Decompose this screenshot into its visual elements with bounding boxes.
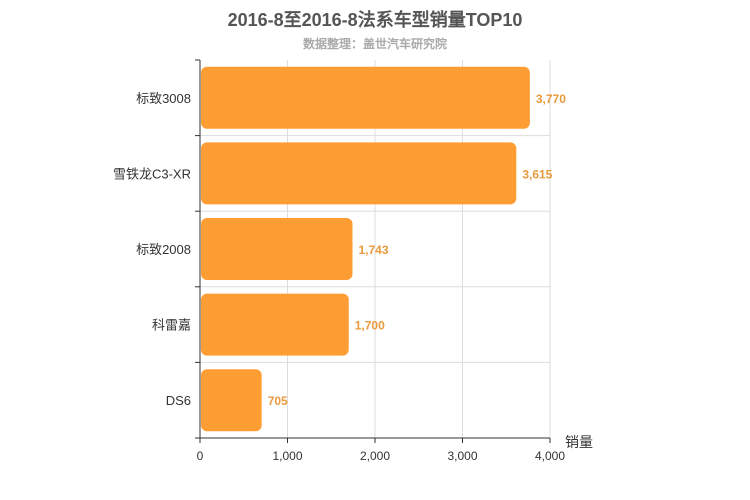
bar <box>201 142 517 205</box>
x-tick-label: 4,000 <box>535 449 565 463</box>
data-label: 705 <box>268 394 288 408</box>
category-label: 标致2008 <box>136 242 191 257</box>
bar <box>201 218 353 280</box>
x-tick-label: 2,000 <box>360 449 390 463</box>
data-label: 3,770 <box>536 92 566 106</box>
chart-subtitle: 数据整理：盖世汽车研究院 <box>302 37 447 51</box>
x-tick-label: 3,000 <box>447 449 477 463</box>
bar <box>201 66 530 129</box>
data-label: 3,615 <box>522 167 552 181</box>
x-tick-label: 0 <box>197 449 204 463</box>
chart-title: 2016-8至2016-8法系车型销量TOP10 <box>227 10 523 30</box>
data-label: 1,743 <box>359 243 389 257</box>
category-label: 标致3008 <box>136 91 191 106</box>
x-tick-label: 1,000 <box>272 449 302 463</box>
category-label: DS6 <box>166 393 191 408</box>
category-label: 科雷嘉 <box>152 318 191 333</box>
x-axis-title: 销量 <box>565 434 593 450</box>
category-label: 雪铁龙C3-XR <box>113 166 191 181</box>
bar <box>201 369 262 432</box>
bar <box>201 293 349 356</box>
data-label: 1,700 <box>355 319 385 333</box>
